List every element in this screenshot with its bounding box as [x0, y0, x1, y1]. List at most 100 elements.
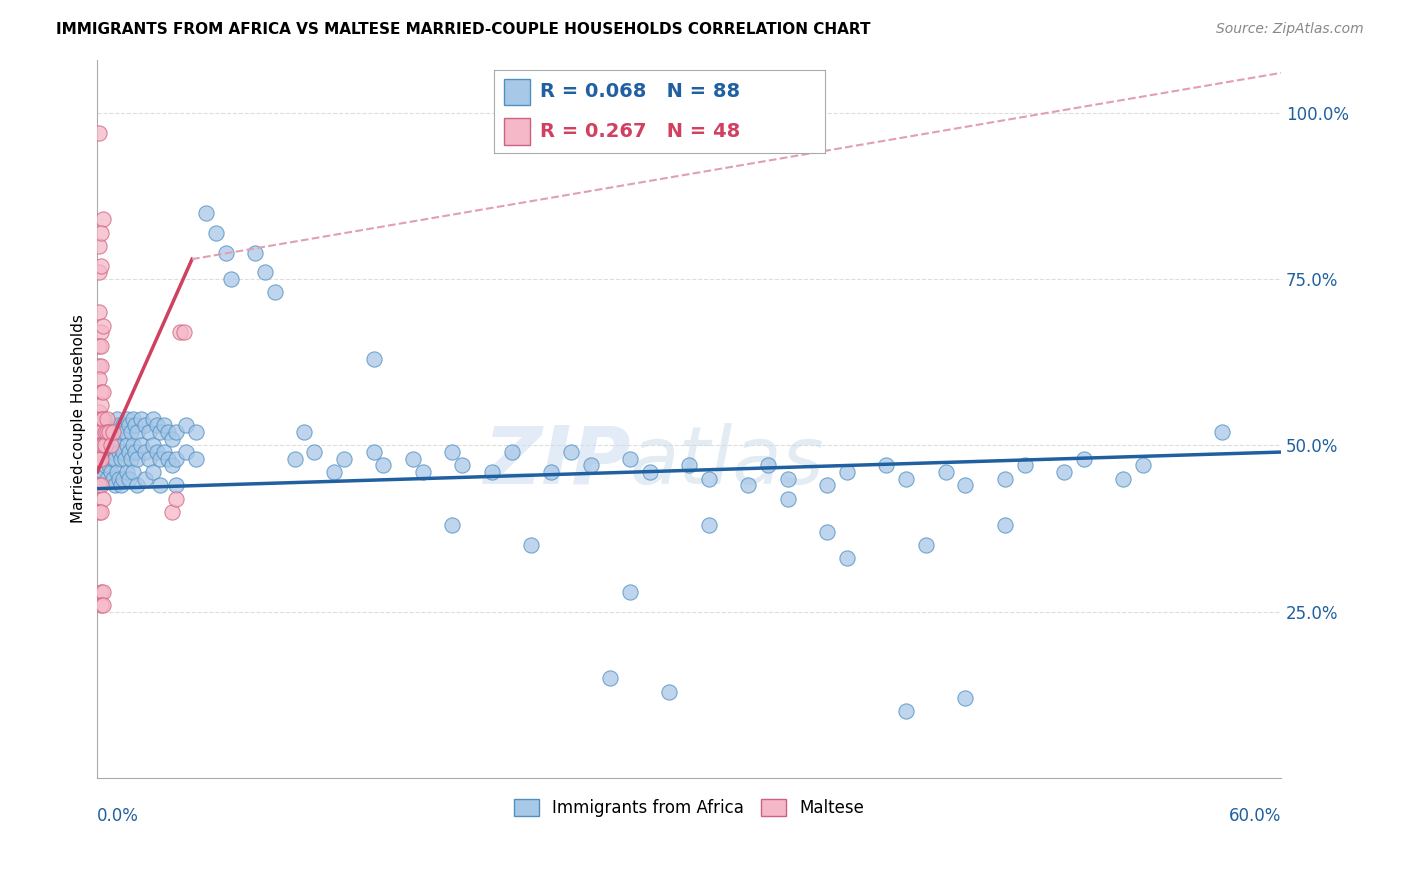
Point — [121, 438, 143, 452]
Point — [94, 445, 117, 459]
Point — [94, 425, 117, 439]
Point — [90, 438, 112, 452]
Point — [96, 425, 118, 439]
Point — [114, 425, 136, 439]
Point — [125, 478, 148, 492]
Point — [935, 465, 957, 479]
Point — [697, 472, 720, 486]
Point — [894, 705, 917, 719]
Text: IMMIGRANTS FROM AFRICA VS MALTESE MARRIED-COUPLE HOUSEHOLDS CORRELATION CHART: IMMIGRANTS FROM AFRICA VS MALTESE MARRIE… — [56, 22, 870, 37]
Text: 60.0%: 60.0% — [1229, 806, 1281, 825]
Point — [333, 451, 356, 466]
Point — [89, 505, 111, 519]
Point — [89, 305, 111, 319]
Point — [162, 505, 184, 519]
Y-axis label: Married-couple Households: Married-couple Households — [72, 314, 86, 524]
Point — [118, 418, 141, 433]
Point — [118, 472, 141, 486]
Point — [402, 451, 425, 466]
Point — [138, 425, 160, 439]
Point — [89, 465, 111, 479]
Point — [174, 445, 197, 459]
Point — [90, 399, 112, 413]
Point — [91, 451, 114, 466]
Point — [264, 285, 287, 300]
Point — [96, 451, 118, 466]
Point — [90, 338, 112, 352]
Point — [153, 445, 176, 459]
Point — [994, 472, 1017, 486]
Point — [214, 245, 236, 260]
Point — [90, 445, 112, 459]
Point — [90, 472, 112, 486]
Point — [304, 445, 326, 459]
Point — [105, 438, 128, 452]
Point — [89, 418, 111, 433]
Point — [121, 412, 143, 426]
Point — [955, 478, 977, 492]
Point — [776, 491, 799, 506]
Point — [815, 524, 838, 539]
Point — [520, 538, 543, 552]
Point — [125, 451, 148, 466]
Point — [756, 458, 779, 473]
Point — [157, 451, 180, 466]
Point — [118, 445, 141, 459]
Point — [174, 418, 197, 433]
Point — [184, 451, 207, 466]
Point — [94, 418, 117, 433]
Point — [835, 465, 858, 479]
Point — [91, 491, 114, 506]
Point — [108, 445, 131, 459]
Point — [90, 432, 112, 446]
Point — [441, 518, 464, 533]
Point — [91, 598, 114, 612]
Point — [560, 445, 582, 459]
Point — [120, 451, 142, 466]
Point — [108, 472, 131, 486]
Point — [149, 478, 172, 492]
Point — [91, 318, 114, 333]
Point — [91, 412, 114, 426]
Point — [915, 538, 938, 552]
Text: Source: ZipAtlas.com: Source: ZipAtlas.com — [1216, 22, 1364, 37]
Point — [142, 465, 165, 479]
Point — [134, 445, 156, 459]
Point — [115, 465, 138, 479]
Point — [101, 432, 124, 446]
Point — [91, 385, 114, 400]
Point — [94, 432, 117, 446]
Point — [162, 432, 184, 446]
Point — [91, 438, 114, 452]
Point — [91, 438, 114, 452]
Point — [134, 418, 156, 433]
Point — [835, 551, 858, 566]
Point — [91, 584, 114, 599]
Point — [90, 412, 112, 426]
Point — [110, 425, 132, 439]
Point — [89, 239, 111, 253]
Point — [157, 425, 180, 439]
Text: 0.0%: 0.0% — [97, 806, 139, 825]
Point — [90, 385, 112, 400]
Text: atlas: atlas — [630, 423, 825, 501]
Point — [184, 425, 207, 439]
Point — [89, 372, 111, 386]
Point — [90, 598, 112, 612]
Point — [284, 451, 307, 466]
Point — [145, 445, 167, 459]
Point — [89, 445, 111, 459]
Point — [875, 458, 897, 473]
Point — [100, 425, 122, 439]
Point — [373, 458, 395, 473]
Point — [111, 418, 134, 433]
Point — [90, 505, 112, 519]
Point — [90, 259, 112, 273]
Point — [619, 584, 641, 599]
Point — [89, 451, 111, 466]
Point — [221, 272, 243, 286]
Point — [104, 478, 127, 492]
Point — [149, 425, 172, 439]
Point — [173, 326, 195, 340]
Point — [441, 445, 464, 459]
